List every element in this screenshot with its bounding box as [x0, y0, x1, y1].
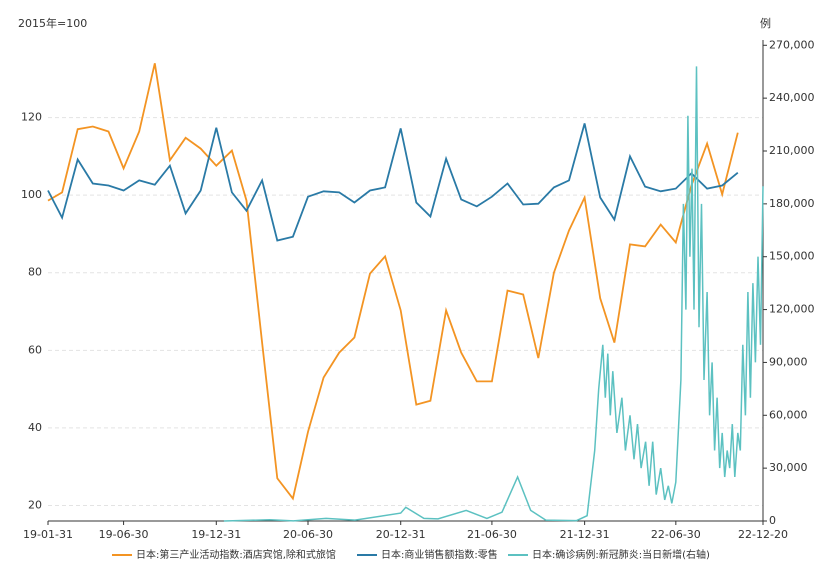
- x-tick-label: 21-12-31: [560, 528, 610, 541]
- line-series: [223, 66, 764, 522]
- y2-tick-label: 150,000: [769, 250, 815, 263]
- y-tick-label: 40: [28, 421, 42, 434]
- legend-text: 日本:确诊病例:新冠肺炎:当日新增(右轴): [532, 548, 710, 561]
- legend-text: 日本:第三产业活动指数:酒店宾馆,除和式旅馆: [136, 548, 336, 561]
- x-tick-label: 19-06-30: [99, 528, 149, 541]
- y2-axis-label: 例: [760, 16, 771, 30]
- x-tick-label: 19-01-31: [23, 528, 73, 541]
- y-tick-label: 60: [28, 343, 42, 356]
- x-tick-label: 21-06-30: [467, 528, 517, 541]
- x-tick-label: 20-06-30: [283, 528, 333, 541]
- y-tick-label: 20: [28, 498, 42, 511]
- y-tick-label: 120: [21, 111, 42, 124]
- y2-tick-label: 270,000: [769, 38, 815, 51]
- y-tick-label: 100: [21, 188, 42, 201]
- y2-tick-label: 210,000: [769, 144, 815, 157]
- y2-tick-label: 0: [769, 514, 776, 527]
- y2-tick-label: 120,000: [769, 303, 815, 316]
- y2-tick-label: 30,000: [769, 461, 808, 474]
- line-series: [47, 123, 739, 242]
- x-tick-label: 22-06-30: [651, 528, 701, 541]
- y2-tick-label: 60,000: [769, 408, 808, 421]
- x-tick-label: 20-12-31: [376, 528, 426, 541]
- y2-tick-label: 180,000: [769, 197, 815, 210]
- y2-tick-label: 240,000: [769, 91, 815, 104]
- y-axis-label: 2015年=100: [18, 16, 87, 30]
- legend-text: 日本:商业销售额指数:零售: [381, 548, 498, 561]
- y2-tick-label: 90,000: [769, 355, 808, 368]
- line-series: [47, 63, 739, 501]
- x-tick-label: 19-12-31: [191, 528, 241, 541]
- x-tick-label: 22-12-20: [738, 528, 788, 541]
- y-tick-label: 80: [28, 266, 42, 279]
